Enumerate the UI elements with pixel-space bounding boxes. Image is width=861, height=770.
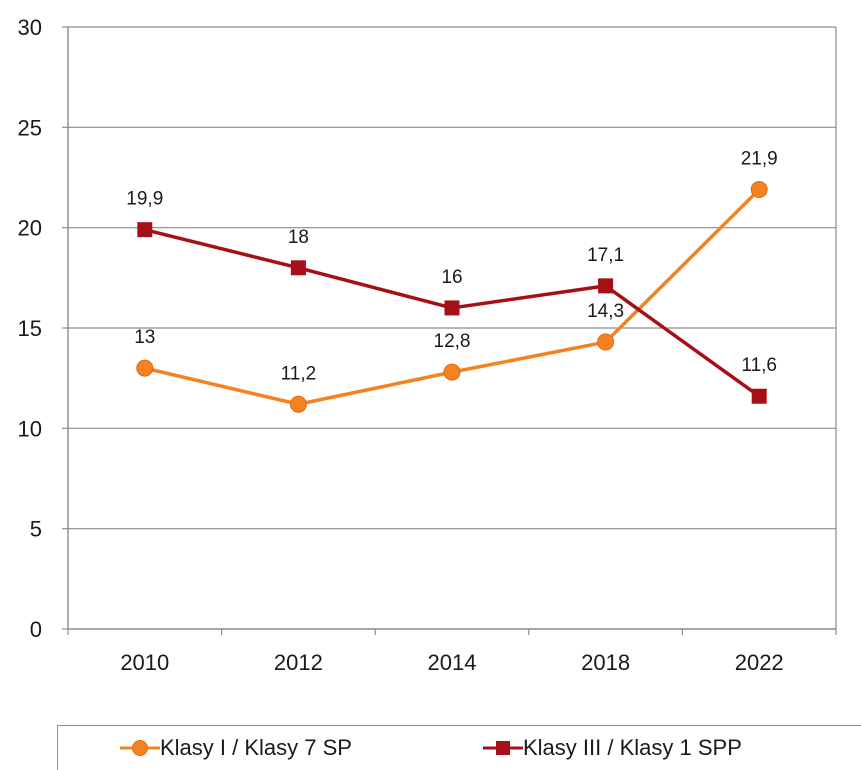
gridlines (68, 26, 836, 530)
data-point-square (444, 300, 460, 316)
legend-circle-marker-icon (120, 740, 160, 756)
x-tick-label: 2010 (120, 650, 169, 675)
data-label: 14,3 (587, 301, 624, 322)
x-tick-label: 2018 (581, 650, 630, 675)
data-point-circle (443, 363, 461, 381)
data-point-square (137, 222, 153, 238)
data-labels: 13 11,2 12,8 14,3 21,9 19,9 18 16 17,1 11,6 (126, 149, 777, 385)
data-point-circle (289, 395, 307, 413)
data-point-circle (750, 181, 768, 199)
data-point-square (290, 260, 306, 276)
x-tick-label: 2022 (735, 650, 784, 675)
y-tick-label: 0 (30, 617, 42, 642)
line-chart: 0 5 10 15 20 25 30 2010 2012 2014 2018 2022 13 11,2… (18, 15, 837, 675)
y-tick-label: 15 (18, 316, 42, 341)
y-tick-label: 20 (18, 216, 42, 241)
legend-label-series-2: Klasy III / Klasy 1 SPP (523, 735, 742, 760)
y-tick-label: 10 (18, 416, 42, 441)
legend-item-series-2: Klasy III / Klasy 1 SPP (483, 732, 742, 764)
data-label: 21,9 (741, 149, 778, 170)
y-tick-label: 5 (30, 517, 42, 542)
y-axis-ticks: 0 5 10 15 20 25 30 (18, 15, 42, 642)
data-label: 11,2 (281, 363, 317, 384)
legend-square-marker-icon (483, 741, 523, 755)
data-label: 18 (288, 227, 309, 248)
legend: Klasy I / Klasy 7 SP Klasy III / Klasy 1… (57, 725, 861, 770)
data-label: 12,8 (434, 331, 471, 352)
y-tick-label: 25 (18, 115, 42, 140)
x-tick-label: 2014 (428, 650, 477, 675)
data-label: 17,1 (587, 245, 624, 266)
data-point-circle (597, 333, 615, 351)
legend-item-series-1: Klasy I / Klasy 7 SP (120, 732, 352, 764)
data-label: 13 (134, 327, 155, 348)
data-point-circle (136, 359, 154, 377)
data-point-square (751, 388, 767, 404)
data-label: 11,6 (741, 355, 777, 376)
data-point-square (598, 278, 614, 294)
y-tick-label: 30 (18, 15, 42, 40)
x-tick-label: 2012 (274, 650, 323, 675)
x-axis-ticks: 2010 2012 2014 2018 2022 (120, 650, 783, 675)
legend-label-series-1: Klasy I / Klasy 7 SP (160, 735, 352, 760)
axes (62, 26, 837, 635)
data-label: 19,9 (126, 189, 163, 210)
data-label: 16 (441, 267, 462, 288)
series-lines (136, 181, 768, 413)
